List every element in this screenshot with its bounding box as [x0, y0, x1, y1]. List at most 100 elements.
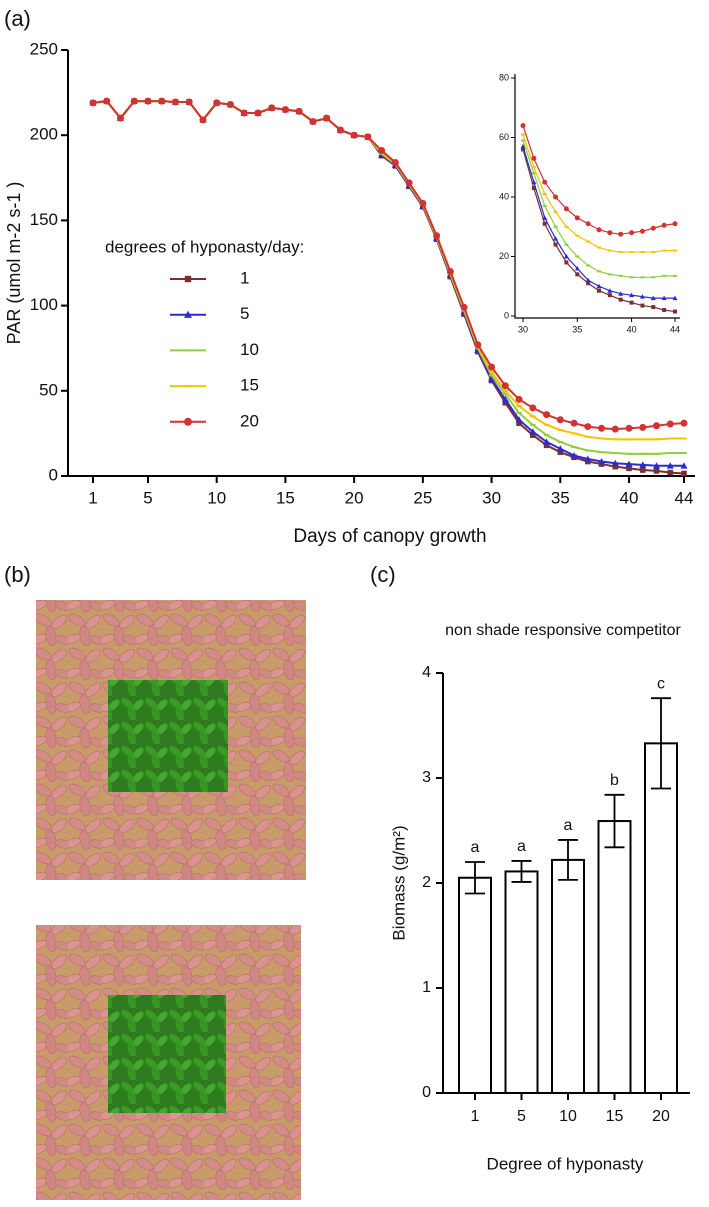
point [662, 249, 667, 252]
x-tick-label: 30 [482, 488, 501, 507]
point [653, 468, 660, 474]
point [584, 423, 592, 431]
y-tick-label: 1 [422, 979, 431, 996]
y-tick-label: 100 [30, 295, 58, 314]
point [531, 179, 537, 185]
point [650, 295, 656, 301]
point [651, 251, 656, 254]
legend-label: 20 [240, 411, 259, 430]
point [618, 274, 623, 277]
point [542, 179, 548, 185]
point [557, 449, 564, 455]
point [531, 172, 536, 175]
point [629, 251, 634, 254]
series-line [92, 100, 684, 455]
inset-x-tick-label: 30 [518, 324, 528, 334]
inset-y-tick-label: 0 [504, 310, 509, 320]
point [639, 467, 646, 473]
point [521, 139, 525, 142]
point [618, 297, 623, 302]
point [681, 437, 687, 440]
point [666, 462, 674, 469]
point [502, 399, 509, 406]
significance-letter: a [564, 817, 573, 834]
axis [67, 50, 695, 477]
error-bar [558, 839, 578, 881]
point [639, 452, 646, 455]
point [502, 393, 509, 396]
point [529, 428, 537, 435]
point [612, 463, 619, 470]
point [681, 451, 687, 454]
significance-letter: c [657, 675, 665, 692]
point [653, 462, 661, 469]
point [488, 363, 496, 371]
point [556, 445, 564, 452]
y-tick-label: 200 [30, 125, 58, 144]
point [116, 114, 124, 122]
inset-y-tick-label: 60 [499, 132, 509, 142]
point [364, 133, 372, 141]
point [520, 143, 526, 149]
point [564, 260, 569, 265]
point [653, 452, 660, 455]
panel-label: (b) [4, 562, 31, 587]
point [295, 107, 303, 115]
point [531, 166, 536, 169]
panel-label: (a) [4, 6, 31, 31]
error-bar [465, 861, 485, 895]
x-tick-label: 20 [345, 488, 364, 507]
point [597, 246, 601, 249]
point [598, 424, 606, 432]
point [680, 419, 688, 427]
point [626, 452, 632, 455]
point [571, 432, 577, 435]
point [680, 462, 688, 469]
point [625, 460, 633, 467]
point [336, 126, 344, 134]
y-tick-label: 0 [49, 465, 58, 484]
x-tick-label: 35 [551, 488, 570, 507]
point [585, 221, 591, 227]
point [530, 415, 536, 418]
point [521, 147, 525, 152]
point [598, 437, 605, 440]
chart-title: non shade responsive competitor [445, 622, 681, 639]
point [531, 186, 536, 191]
point [585, 277, 591, 283]
point [531, 155, 537, 161]
panel-label: (c) [370, 562, 396, 587]
point [542, 193, 547, 196]
y-tick-label: 250 [30, 39, 58, 58]
point [433, 232, 441, 240]
y-tick-label: 2 [422, 874, 431, 891]
inset-x-tick-label: 40 [627, 324, 637, 334]
point [553, 194, 559, 200]
point [543, 442, 550, 449]
point [185, 98, 193, 106]
inset-axis [514, 74, 680, 319]
point [596, 283, 602, 289]
bar [551, 858, 585, 1095]
point [529, 404, 537, 412]
point [598, 451, 605, 454]
y-tick-label: 0 [422, 1084, 431, 1101]
legend-label: 10 [240, 340, 259, 359]
point [158, 97, 166, 105]
point [662, 308, 667, 313]
point [640, 303, 645, 308]
point [563, 254, 569, 259]
point [650, 225, 656, 231]
point [520, 123, 526, 129]
point [584, 455, 592, 462]
point [673, 249, 677, 252]
inset-x-tick-label: 44 [670, 324, 680, 334]
point [639, 438, 646, 441]
legend-marker [184, 349, 192, 352]
x-tick-label: 25 [413, 488, 432, 507]
point [488, 371, 495, 374]
point [488, 374, 495, 377]
point [584, 435, 591, 438]
point [281, 106, 289, 114]
point [501, 395, 509, 403]
